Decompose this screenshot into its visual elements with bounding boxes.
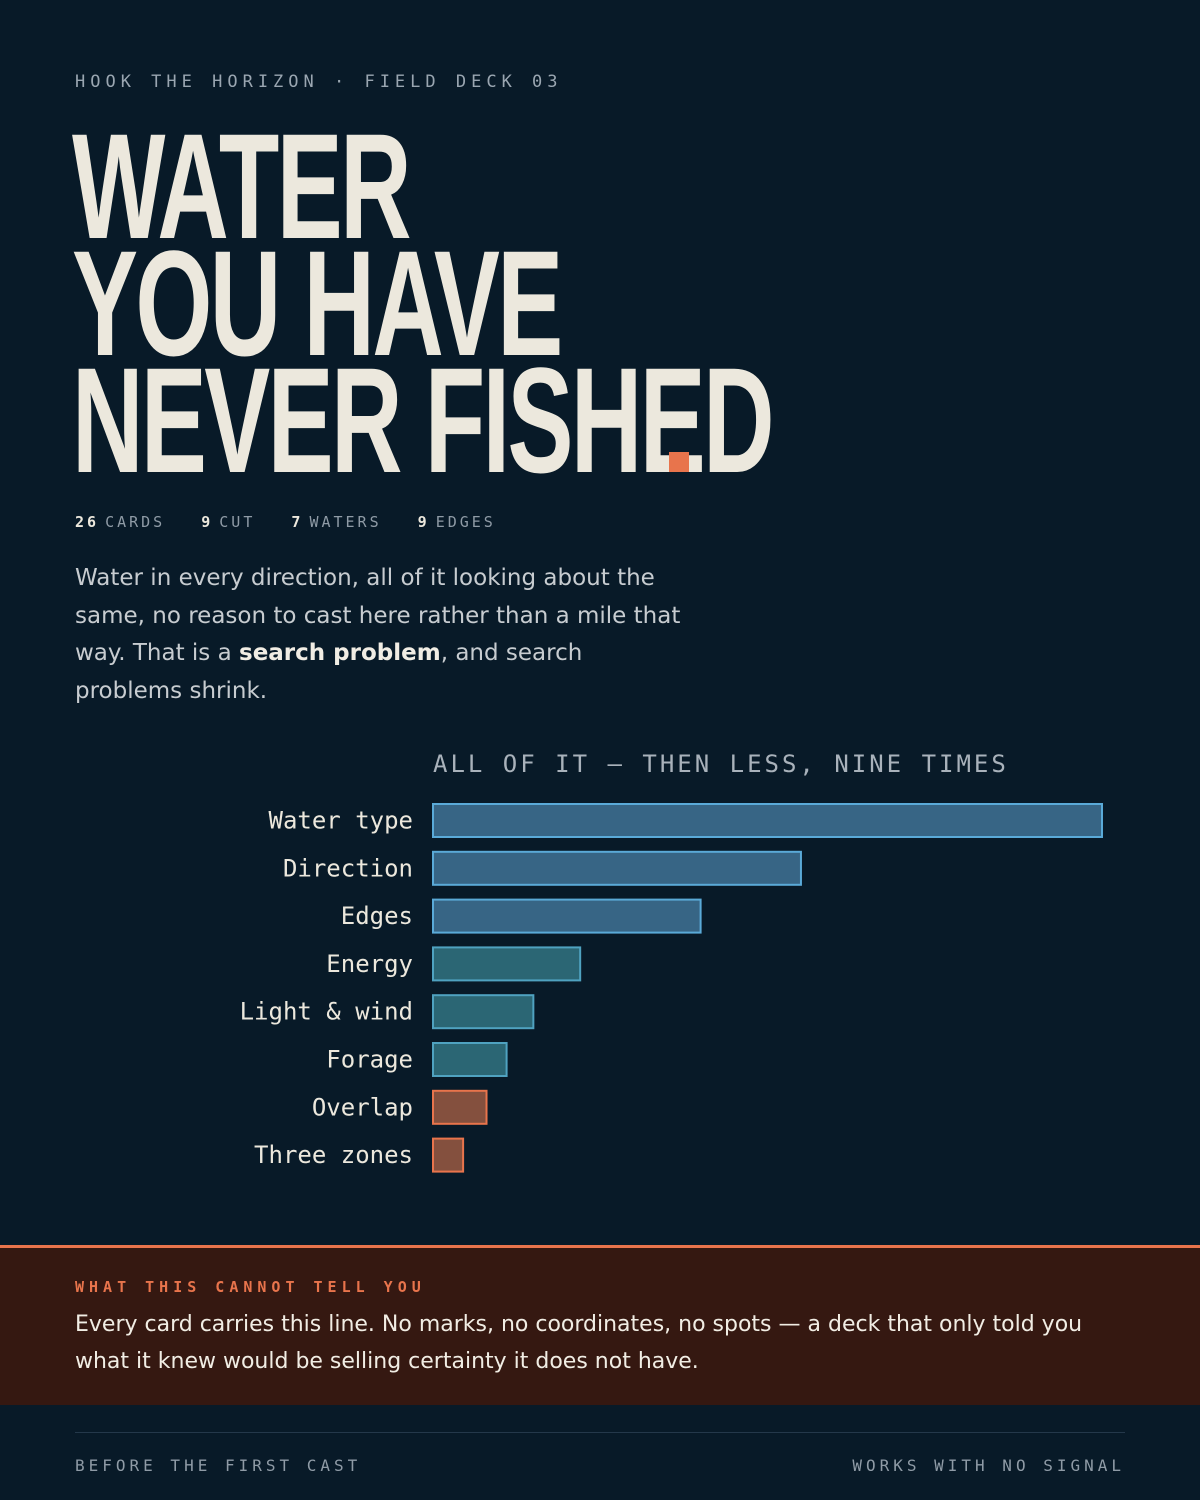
- intro-emphasis: search problem: [239, 640, 441, 666]
- headline-line-1: WATER: [72, 102, 412, 270]
- bar-chart: Water type Direction Edges Energy Light & wi…: [240, 803, 1103, 1173]
- bar-label-overlap: Overlap: [312, 1093, 413, 1121]
- footer-left-text: BEFORE THE FIRST CAST: [75, 1456, 362, 1475]
- bar-energy: [432, 946, 582, 982]
- bar-label-energy: Energy: [326, 950, 413, 978]
- caveat-panel: WHAT THIS CANNOT TELL YOU Every card car…: [0, 1245, 1200, 1405]
- bar-label-edges: Edges: [341, 902, 413, 930]
- stat-cut: 9 CUT: [201, 513, 256, 531]
- bar-overlap: [432, 1089, 488, 1125]
- stat-cards: 26 CARDS: [75, 513, 166, 531]
- bar-label-direction: Direction: [283, 854, 413, 882]
- headline-line-2: YOU HAVE: [72, 219, 563, 387]
- bar-edges: [432, 898, 702, 934]
- footer-divider: [75, 1432, 1125, 1433]
- bar-three-zones: [432, 1137, 465, 1173]
- bar-label-light-wind: Light & wind: [240, 998, 413, 1026]
- bar-direction: [432, 850, 802, 886]
- stat-edges: 9 EDGES: [417, 513, 496, 531]
- bar-label-forage: Forage: [326, 1046, 413, 1074]
- deck-stats: 26 CARDS 9 CUT 7 WATERS 9 EDGES: [75, 513, 520, 531]
- headline-period-mark: [669, 452, 689, 472]
- stat-waters: 7 WATERS: [291, 513, 382, 531]
- footer-right-text: WORKS WITH NO SIGNAL: [852, 1456, 1125, 1475]
- bar-label-three-zones: Three zones: [254, 1141, 413, 1169]
- headline-line-3: NEVER FISHED: [72, 336, 775, 504]
- bar-light-wind: [432, 994, 535, 1030]
- eyebrow: HOOK THE HORIZON · FIELD DECK 03: [75, 72, 563, 92]
- intro-text-before: Water in every direction, all of it look…: [75, 565, 681, 666]
- caveat-kicker: WHAT THIS CANNOT TELL YOU: [75, 1278, 426, 1296]
- caveat-text: Every card carries this line. No marks, …: [75, 1312, 1083, 1374]
- chart-title: ALL OF IT — THEN LESS, NINE TIMES: [433, 750, 1009, 778]
- bar-forage: [432, 1042, 508, 1077]
- bar-label-water-type: Water type: [269, 807, 414, 835]
- bar-water-type: [432, 803, 1103, 838]
- page-title: WATER YOU HAVE NEVER FISHED: [72, 102, 1133, 504]
- intro-text-after: , and search problems shrink.: [75, 640, 583, 704]
- intro-paragraph: Water in every direction, all of it look…: [75, 560, 695, 710]
